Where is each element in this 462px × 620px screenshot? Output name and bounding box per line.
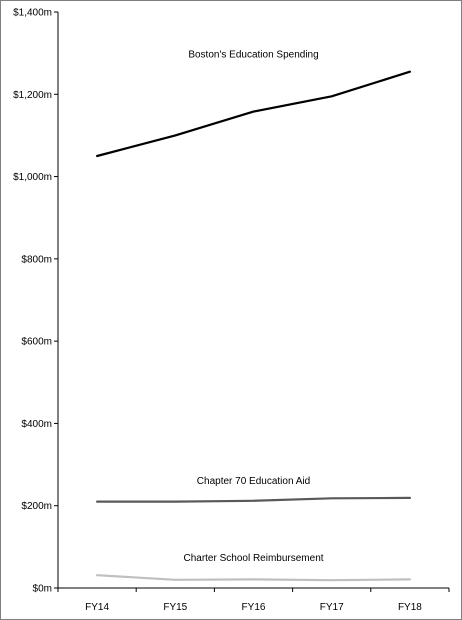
y-tick-label: $400m: [21, 419, 52, 430]
x-tick-label: FY18: [398, 602, 422, 613]
x-tick-label: FY16: [242, 602, 266, 613]
series-lines: [95, 70, 411, 582]
x-tick-label: FY14: [85, 602, 109, 613]
x-axis-ticks: FY14 FY15 FY16 FY17 FY18: [57, 588, 450, 613]
y-tick-label: $200m: [21, 501, 52, 512]
y-tick-label: $0m: [33, 584, 52, 595]
series-labels: Boston's Education Spending Chapter 70 Ed…: [183, 50, 323, 565]
y-axis-ticks: $0m $200m $400m $600m $800m $1,000m $1,200m $1,…: [13, 8, 58, 595]
series-line-1: [95, 496, 411, 503]
x-tick-label: FY17: [320, 602, 344, 613]
series-label-1: Chapter 70 Education Aid: [197, 476, 310, 487]
y-tick-label: $1,000m: [13, 172, 52, 183]
y-tick-label: $1,200m: [13, 90, 52, 101]
series-label-0: Boston's Education Spending: [188, 50, 318, 61]
series-line-0: [95, 70, 411, 158]
y-tick-label: $800m: [21, 254, 52, 265]
axes: [57, 12, 449, 589]
y-tick-label: $1,400m: [13, 8, 52, 19]
x-tick-label: FY15: [163, 602, 187, 613]
y-tick-label: $600m: [21, 337, 52, 348]
series-label-2: Charter School Reimbursement: [183, 553, 323, 564]
